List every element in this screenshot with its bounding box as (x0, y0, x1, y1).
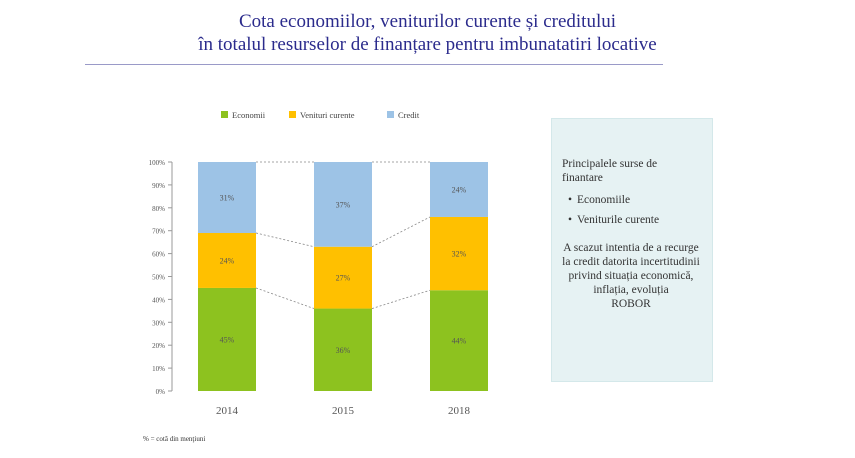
bar-segment (314, 308, 372, 391)
side-panel-note-line2: situația economică, inflația, evoluția (593, 270, 694, 296)
chart-title-line2: în totalul resurselor de finanțare pentr… (198, 34, 657, 55)
side-panel-note: A scazut intentia de a recurge la credit… (562, 241, 700, 311)
side-panel-heading: Principalele surse de finantare (562, 158, 658, 184)
legend-swatch (221, 111, 228, 118)
title-underline (85, 64, 663, 65)
bar-segment (430, 290, 488, 391)
bar-segment (198, 162, 256, 233)
bar-segment (314, 246, 372, 309)
data-label: 32% (452, 250, 467, 259)
y-tick-label: 80% (152, 205, 165, 213)
connector-line (255, 232, 315, 248)
data-label: 37% (336, 200, 351, 209)
side-panel-note-line1: A scazut intentia de a recurge la credit… (562, 242, 700, 282)
y-tick-label: 90% (152, 182, 165, 190)
legend-swatch (289, 111, 296, 118)
x-tick-label: 2014 (216, 405, 239, 417)
connector-line (371, 289, 431, 309)
x-tick-label: 2018 (448, 405, 471, 417)
data-label: 31% (220, 193, 235, 202)
footnote: % = cotă din menţiuni (143, 435, 206, 443)
y-tick-label: 0% (156, 388, 166, 396)
connector-line (255, 287, 315, 309)
x-tick-label: 2015 (332, 405, 355, 417)
side-panel-list: Economiile Veniturile curente (562, 193, 700, 227)
y-tick-label: 50% (152, 274, 165, 282)
legend-label: Economii (232, 110, 266, 120)
data-label: 44% (452, 337, 467, 346)
data-label: 24% (220, 256, 235, 265)
side-panel-item-economiile: Economiile (568, 193, 700, 207)
side-panel: Principalele surse de finantare Economii… (551, 118, 713, 382)
legend-label: Venituri curente (300, 110, 355, 120)
bar-segment (198, 287, 256, 391)
data-label: 45% (220, 335, 235, 344)
side-panel-note-line3: ROBOR (611, 298, 651, 310)
bar-segment (430, 216, 488, 291)
bar-segment (198, 232, 256, 288)
data-label: 36% (336, 346, 351, 355)
bar-segment (314, 162, 372, 247)
bar-segment (430, 162, 488, 217)
y-tick-label: 100% (149, 159, 166, 167)
chart-title-line1: Cota economiilor, veniturilor curente și… (238, 11, 617, 32)
y-tick-label: 30% (152, 319, 165, 327)
connector-line (371, 216, 431, 248)
legend-swatch (387, 111, 394, 118)
y-tick-label: 60% (152, 251, 165, 259)
side-panel-item-venituri: Veniturile curente (568, 213, 700, 227)
legend-label: Credit (398, 110, 420, 120)
y-tick-label: 70% (152, 228, 165, 236)
chart-title: Cota economiilor, veniturilor curente și… (0, 10, 855, 56)
y-tick-label: 20% (152, 342, 165, 350)
data-label: 27% (336, 274, 351, 283)
y-tick-label: 10% (152, 365, 165, 373)
data-label: 24% (452, 185, 467, 194)
y-tick-label: 40% (152, 296, 165, 304)
